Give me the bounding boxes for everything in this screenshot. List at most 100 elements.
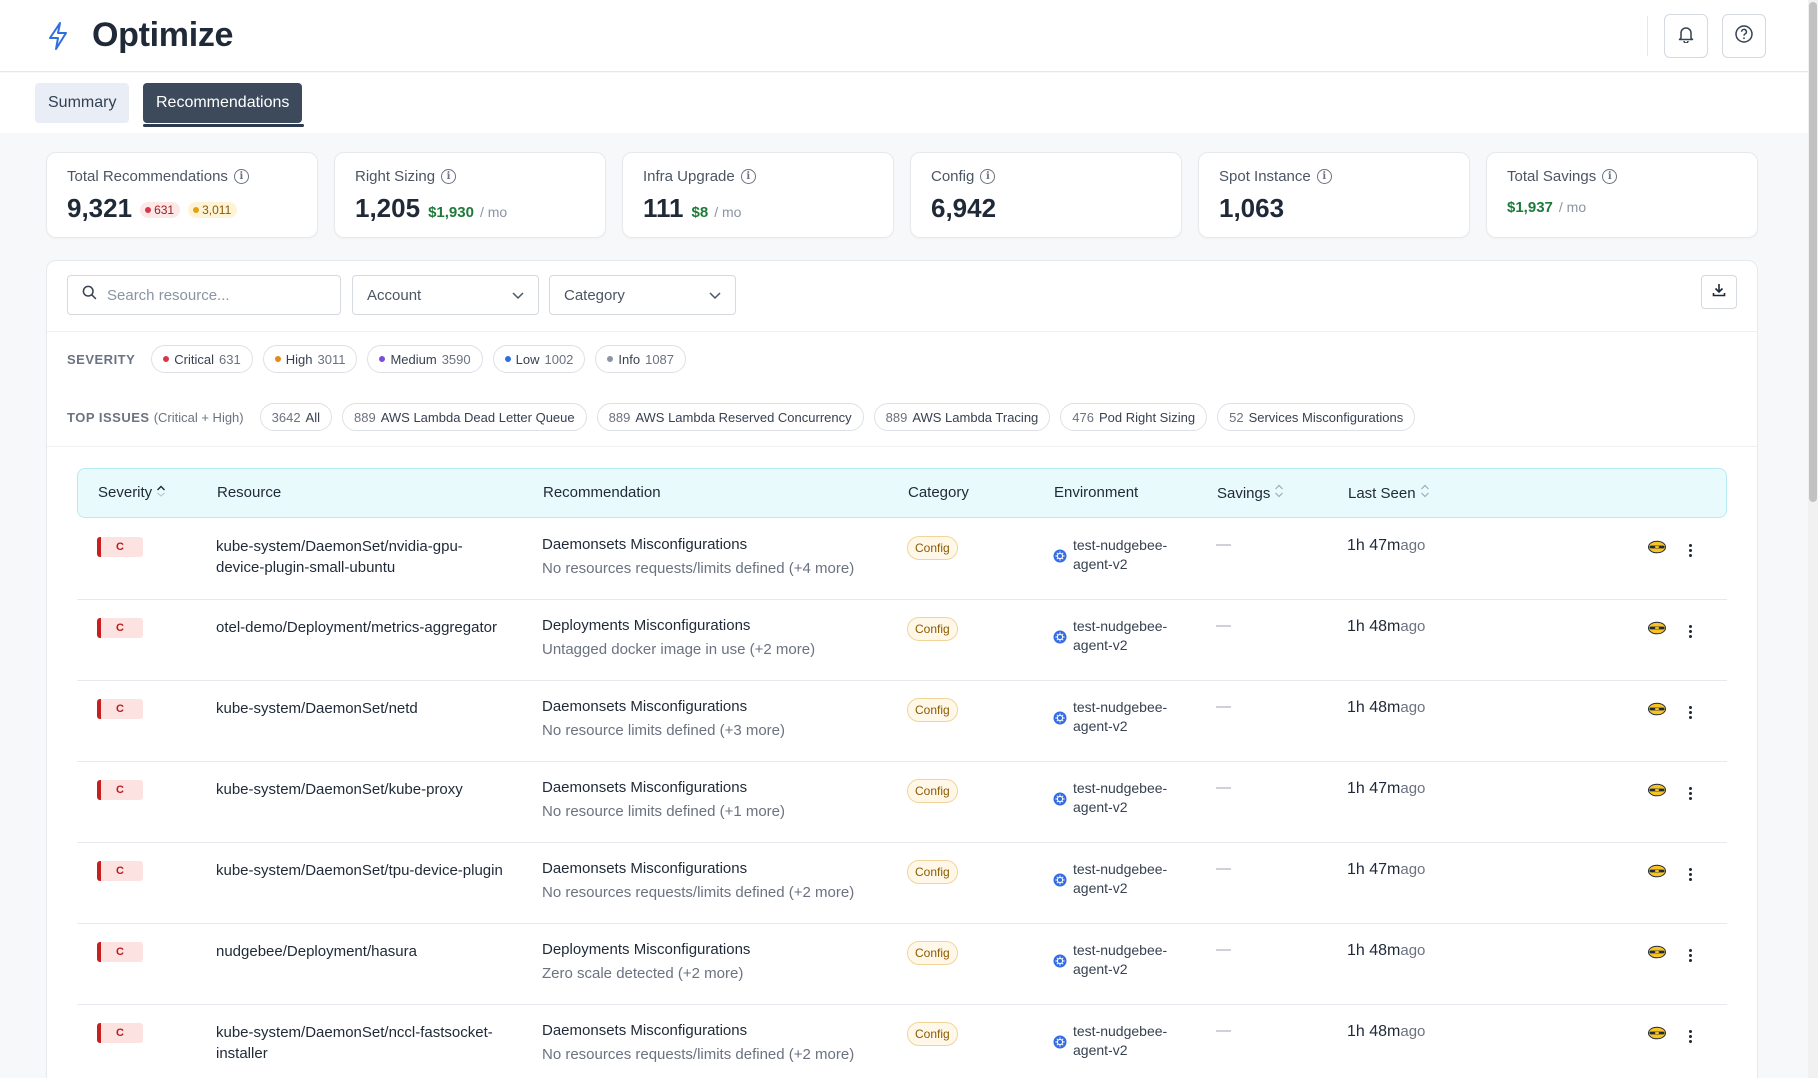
sort-icon xyxy=(1274,484,1284,502)
severity-chip-low[interactable]: Low 1002 xyxy=(492,345,586,373)
issue-chip-all[interactable]: 3642 All xyxy=(259,403,332,431)
environment-cell: test-nudgebee-agent-v2 xyxy=(1053,698,1173,736)
view-icon[interactable] xyxy=(1647,540,1667,559)
view-icon[interactable] xyxy=(1647,702,1667,721)
severity-badge: C xyxy=(97,861,143,881)
top-issues-row: TOP ISSUES (Critical + High) 3642 All 889… xyxy=(67,403,1416,431)
recommendation-detail: No resources requests/limits defined (+2… xyxy=(542,884,855,901)
last-seen-suffix: ago xyxy=(1400,699,1426,716)
top-issues-sublabel: (Critical + High) xyxy=(153,409,244,425)
resource-name[interactable]: kube-system/DaemonSet/tpu-device-plugin xyxy=(216,862,503,879)
severity-chip-critical[interactable]: Critical 631 xyxy=(151,345,253,373)
notifications-button[interactable] xyxy=(1664,14,1708,58)
stat-savings: $1,930 xyxy=(428,204,474,221)
table-row[interactable]: C nudgebee/Deployment/hasura Deployments… xyxy=(77,924,1727,1005)
recommendation-detail: No resource limits defined (+1 more) xyxy=(542,803,786,820)
scrollbar-thumb[interactable] xyxy=(1809,2,1817,502)
last-seen-time: 1h 48m xyxy=(1347,1023,1401,1040)
info-icon[interactable]: i xyxy=(980,169,996,184)
resource-name[interactable]: otel-demo/Deployment/metrics-aggregator xyxy=(216,619,497,636)
help-button[interactable] xyxy=(1722,14,1766,58)
more-options-icon[interactable] xyxy=(1682,865,1698,883)
resource-name[interactable]: kube-system/DaemonSet/netd xyxy=(216,700,418,717)
more-options-icon[interactable] xyxy=(1682,541,1698,559)
severity-chip-info[interactable]: Info 1087 xyxy=(595,345,687,373)
chip-count: 889 xyxy=(354,409,376,425)
last-seen-suffix: ago xyxy=(1400,618,1426,635)
more-options-icon[interactable] xyxy=(1682,946,1698,964)
resource-name[interactable]: kube-system/DaemonSet/nvidia-gpu-device-… xyxy=(216,538,463,576)
view-icon[interactable] xyxy=(1647,945,1667,964)
tab-summary[interactable]: Summary xyxy=(35,83,130,123)
info-icon[interactable]: i xyxy=(740,169,756,184)
last-seen: 1h 48mago xyxy=(1347,699,1425,717)
category-badge: Config xyxy=(907,941,958,965)
issue-chip-lambda-dlq[interactable]: 889 AWS Lambda Dead Letter Queue xyxy=(342,403,587,431)
kubernetes-icon xyxy=(1053,1035,1067,1049)
chip-label: Info xyxy=(618,351,641,367)
recommendations-panel: Search resource... Account Category SEVE… xyxy=(46,260,1758,1078)
search-icon xyxy=(82,285,97,305)
category-badge: Config xyxy=(907,698,958,722)
category-select[interactable]: Category xyxy=(549,275,736,315)
account-select[interactable]: Account xyxy=(352,275,539,315)
view-icon[interactable] xyxy=(1647,621,1667,640)
per-month: / mo xyxy=(479,204,508,220)
stat-value: 1,063 xyxy=(1219,193,1285,223)
info-icon[interactable]: i xyxy=(1316,169,1332,184)
severity-badge: C xyxy=(97,618,143,638)
info-icon[interactable]: i xyxy=(1602,169,1618,184)
info-icon[interactable]: i xyxy=(233,169,249,184)
table-row[interactable]: C otel-demo/Deployment/metrics-aggregato… xyxy=(77,600,1727,681)
category-badge: Config xyxy=(907,779,958,803)
environment-name: test-nudgebee-agent-v2 xyxy=(1073,1023,1168,1058)
column-severity[interactable]: Severity xyxy=(98,484,166,501)
last-seen: 1h 48mago xyxy=(1347,1023,1425,1041)
info-icon[interactable]: i xyxy=(441,169,457,184)
issue-chip-services-misconfig[interactable]: 52 Services Misconfigurations xyxy=(1217,403,1416,431)
column-savings[interactable]: Savings xyxy=(1217,484,1284,502)
tab-recommendations[interactable]: Recommendations xyxy=(143,83,303,123)
table-row[interactable]: C kube-system/DaemonSet/netd Daemonsets … xyxy=(77,681,1727,762)
page-scrollbar[interactable] xyxy=(1808,0,1818,1078)
table-row[interactable]: C kube-system/DaemonSet/tpu-device-plugi… xyxy=(77,843,1727,924)
low-dot xyxy=(504,356,511,362)
severity-chip-high[interactable]: High 3011 xyxy=(262,345,358,373)
stat-value: 6,942 xyxy=(931,193,997,223)
issue-chip-pod-right-sizing[interactable]: 476 Pod Right Sizing xyxy=(1060,403,1208,431)
table-row[interactable]: C kube-system/DaemonSet/kube-proxy Daemo… xyxy=(77,762,1727,843)
view-icon[interactable] xyxy=(1647,864,1667,883)
issue-chip-lambda-concurrency[interactable]: 889 AWS Lambda Reserved Concurrency xyxy=(596,403,864,431)
download-icon xyxy=(1712,283,1726,302)
chip-count: 3642 xyxy=(271,409,301,425)
view-icon[interactable] xyxy=(1647,1026,1667,1045)
sort-icon xyxy=(1420,484,1430,502)
resource-name[interactable]: kube-system/DaemonSet/nccl-fastsocket-in… xyxy=(216,1024,493,1062)
table-row[interactable]: C kube-system/DaemonSet/nccl-fastsocket-… xyxy=(77,1005,1727,1078)
severity-badge: C xyxy=(97,699,143,719)
stat-label: Infra Upgrade xyxy=(643,168,735,185)
issue-chip-lambda-tracing[interactable]: 889 AWS Lambda Tracing xyxy=(873,403,1051,431)
category-badge: Config xyxy=(907,536,958,560)
environment-name: test-nudgebee-agent-v2 xyxy=(1073,618,1168,653)
last-seen-time: 1h 47m xyxy=(1347,861,1401,878)
severity-chip-medium[interactable]: Medium 3590 xyxy=(367,345,483,373)
table-row[interactable]: C kube-system/DaemonSet/nvidia-gpu-devic… xyxy=(77,519,1727,600)
column-last-seen[interactable]: Last Seen xyxy=(1348,484,1430,502)
search-input[interactable]: Search resource... xyxy=(67,275,341,315)
stat-savings: $8 xyxy=(691,204,709,221)
download-button[interactable] xyxy=(1701,275,1737,309)
more-options-icon[interactable] xyxy=(1682,622,1698,640)
stat-label: Spot Instance xyxy=(1219,168,1311,185)
more-options-icon[interactable] xyxy=(1682,703,1698,721)
kubernetes-icon xyxy=(1053,630,1067,644)
more-options-icon[interactable] xyxy=(1682,1027,1698,1045)
high-dot xyxy=(193,207,200,213)
resource-name[interactable]: nudgebee/Deployment/hasura xyxy=(216,943,417,960)
environment-cell: test-nudgebee-agent-v2 xyxy=(1053,536,1173,574)
severity-badge: C xyxy=(97,537,143,557)
resource-name[interactable]: kube-system/DaemonSet/kube-proxy xyxy=(216,781,463,798)
view-icon[interactable] xyxy=(1647,783,1667,802)
chip-count: 52 xyxy=(1229,409,1244,425)
more-options-icon[interactable] xyxy=(1682,784,1698,802)
